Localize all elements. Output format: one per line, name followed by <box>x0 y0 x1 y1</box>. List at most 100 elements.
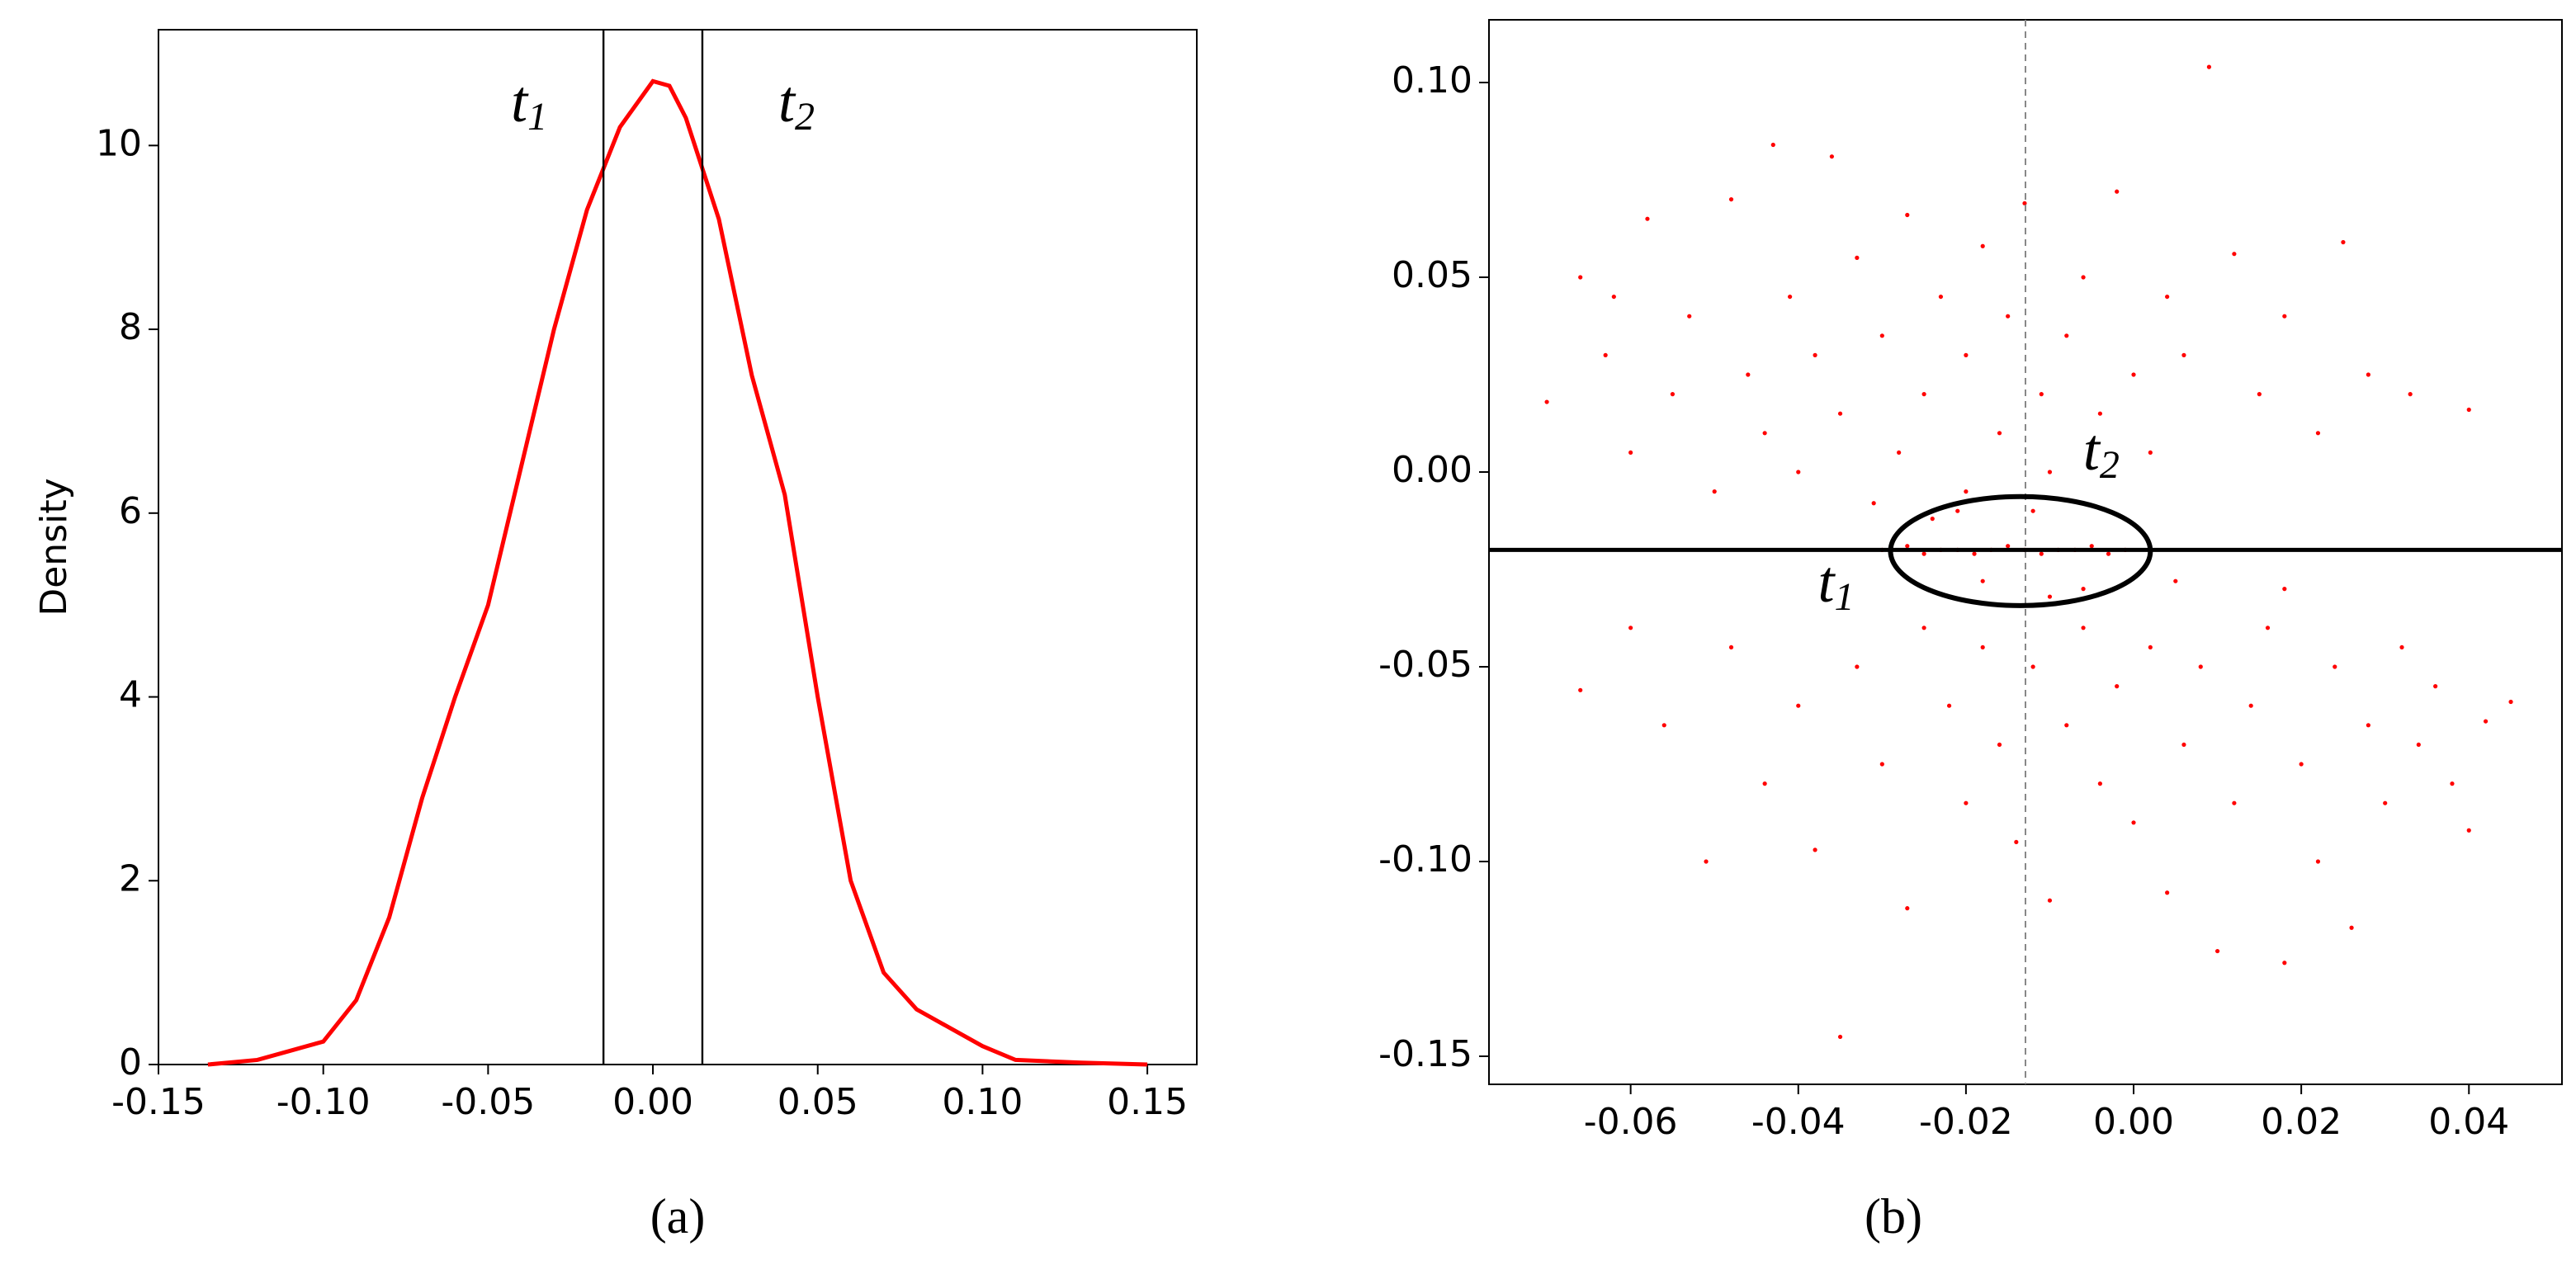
point <box>1955 508 1960 513</box>
x-tick-label: -0.05 <box>441 1081 535 1123</box>
point <box>1980 644 1985 650</box>
point <box>2106 551 2111 556</box>
point <box>1837 411 1843 416</box>
point <box>2299 762 2304 767</box>
point <box>2148 450 2153 456</box>
point <box>1879 762 1884 767</box>
point <box>1544 399 1549 404</box>
point <box>1578 687 1583 692</box>
x-tick-label: 0.10 <box>942 1081 1023 1123</box>
point <box>2483 719 2489 724</box>
point <box>1997 431 2002 436</box>
point <box>2047 470 2053 474</box>
point <box>1788 294 1793 300</box>
point <box>1930 517 1935 522</box>
point <box>2181 352 2186 357</box>
point <box>1813 352 1817 357</box>
point <box>2064 333 2069 338</box>
y-tick-label: -0.10 <box>1378 838 1472 881</box>
point <box>2399 644 2404 650</box>
point <box>2466 828 2471 833</box>
point <box>2047 898 2053 903</box>
point <box>1871 501 1876 506</box>
annotation-base: t <box>778 68 796 135</box>
point <box>1980 243 1985 248</box>
point <box>2064 723 2069 728</box>
y-tick-label: 6 <box>119 490 142 532</box>
point <box>1921 392 1926 397</box>
annotation: t2 <box>778 68 815 139</box>
point <box>1964 352 1969 357</box>
point <box>1905 906 1910 911</box>
annotation-sub: 2 <box>795 95 815 139</box>
x-tick-label: 0.05 <box>778 1081 858 1123</box>
x-tick-label: 0.00 <box>612 1081 693 1123</box>
point <box>2248 703 2253 708</box>
point <box>1855 255 1860 260</box>
point <box>2383 800 2388 805</box>
threshold-ellipse <box>1888 493 2153 608</box>
point <box>1578 275 1583 280</box>
point <box>1687 314 1692 319</box>
point <box>2349 925 2354 930</box>
point <box>1603 352 1608 357</box>
point <box>2097 781 2102 786</box>
point <box>1762 431 1767 436</box>
point <box>2089 544 2094 549</box>
annotation-base: t <box>2083 416 2101 482</box>
point <box>2433 684 2438 689</box>
point <box>2039 551 2044 556</box>
point <box>2039 392 2044 397</box>
point <box>2315 859 2321 864</box>
point <box>2214 948 2220 954</box>
point <box>2081 275 2086 280</box>
point <box>1628 450 1633 456</box>
point <box>1938 294 1944 300</box>
point <box>1728 196 1734 202</box>
point <box>1770 142 1775 148</box>
annotation-base: t <box>511 68 529 135</box>
point <box>1628 626 1633 630</box>
y-tick-label: 0.00 <box>1392 449 1472 491</box>
x-tick-label: -0.10 <box>277 1081 371 1123</box>
x-tick-label: -0.15 <box>111 1081 206 1123</box>
point <box>2333 664 2337 669</box>
point <box>2022 201 2027 205</box>
x-tick-label: 0.00 <box>2093 1101 2174 1143</box>
point <box>2341 239 2346 245</box>
density-curve <box>207 78 1148 1067</box>
point <box>1997 742 2002 748</box>
point <box>1855 664 1860 669</box>
point <box>2165 890 2170 895</box>
point <box>1645 216 1650 221</box>
x-tick-label: 0.15 <box>1107 1081 1188 1123</box>
y-axis-label: Density <box>33 478 75 616</box>
y-tick-label: 4 <box>119 674 142 716</box>
point <box>2047 594 2053 599</box>
point <box>2030 664 2035 669</box>
caption: (a) <box>650 1189 706 1244</box>
point <box>2181 742 2186 748</box>
plot-frame <box>158 29 1198 1065</box>
point <box>1611 294 1616 300</box>
point <box>1964 800 1969 805</box>
point <box>2030 508 2035 513</box>
point <box>1762 781 1767 786</box>
point <box>1897 450 1902 456</box>
point <box>1972 551 1977 556</box>
point <box>1796 470 1801 474</box>
point <box>1661 723 1666 728</box>
x-tick-label: -0.02 <box>1919 1101 2013 1143</box>
point <box>1670 392 1676 397</box>
y-tick-label: 0.05 <box>1392 254 1472 296</box>
caption: (b) <box>1865 1189 1922 1244</box>
point <box>2265 626 2271 630</box>
point <box>1796 703 1801 708</box>
annotation: t2 <box>2083 416 2120 487</box>
y-tick-label: -0.05 <box>1378 644 1472 686</box>
point <box>2115 189 2120 194</box>
point <box>1813 847 1817 852</box>
point <box>1837 1034 1843 1040</box>
point <box>2466 407 2471 413</box>
